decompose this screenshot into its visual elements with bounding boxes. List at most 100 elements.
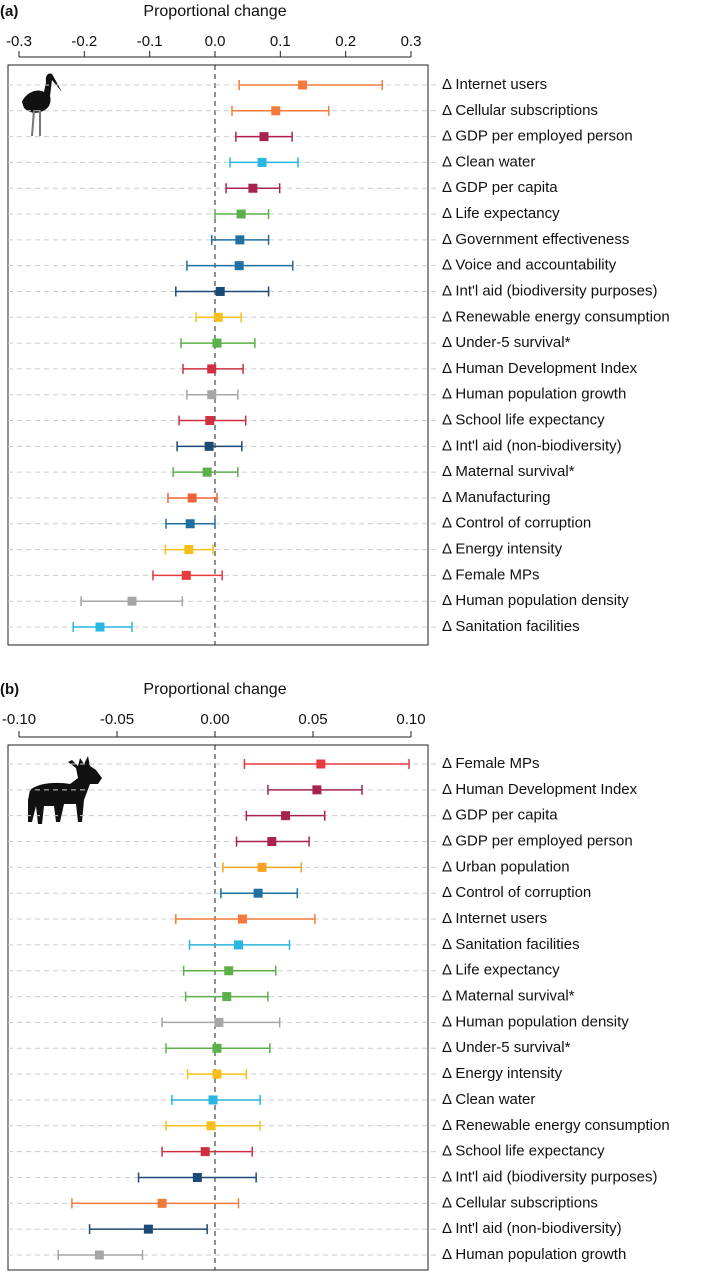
category-label: Δ Clean water	[442, 1091, 535, 1108]
estimate	[94, 1250, 104, 1260]
category-label: Δ Cellular subscriptions	[442, 102, 598, 119]
x-tick-label: -0.10	[2, 711, 36, 728]
estimate	[259, 132, 269, 142]
category-label: Δ Internet users	[442, 910, 547, 927]
category-label: Δ Internet users	[442, 76, 547, 93]
x-tick-label: 0.0	[205, 33, 226, 50]
x-tick-label: -0.05	[100, 711, 134, 728]
category-label: Δ Under-5 survival*	[442, 1039, 571, 1056]
estimate	[215, 286, 225, 296]
category-label: Δ School life expectancy	[442, 1143, 605, 1160]
category-label: Δ Female MPs	[442, 755, 540, 772]
category-label: Δ Sanitation facilities	[442, 618, 580, 635]
estimate	[185, 519, 195, 529]
category-label: Δ GDP per capita	[442, 807, 558, 824]
estimate	[206, 1121, 216, 1131]
estimate	[207, 390, 217, 400]
stork-icon	[22, 73, 62, 137]
category-label: Δ Human Development Index	[442, 781, 638, 798]
category-label: Δ Int'l aid (non-biodiversity)	[442, 437, 622, 454]
estimate	[237, 914, 247, 924]
estimate	[281, 811, 291, 821]
category-label: Δ Female MPs	[442, 566, 540, 583]
category-label: Δ Human population density	[442, 1013, 629, 1030]
x-axis-title: Proportional change	[143, 3, 286, 20]
estimate	[316, 759, 326, 769]
x-tick-label: 0.00	[200, 711, 229, 728]
estimate	[248, 183, 258, 193]
estimate	[236, 209, 246, 219]
category-label: Δ Energy intensity	[442, 541, 563, 558]
category-label: Δ GDP per capita	[442, 179, 558, 196]
estimate	[184, 545, 194, 555]
estimate	[202, 467, 212, 477]
category-label: Δ School life expectancy	[442, 411, 605, 428]
category-label: Δ Life expectancy	[442, 962, 560, 979]
estimate	[224, 966, 234, 976]
estimate	[267, 837, 277, 847]
estimate	[253, 888, 263, 898]
category-label: Δ Sanitation facilities	[442, 936, 580, 953]
x-tick-label: 0.3	[401, 33, 422, 50]
category-label: Δ Human population density	[442, 592, 629, 609]
x-tick-label: -0.1	[137, 33, 163, 50]
estimate	[205, 416, 215, 426]
estimate	[127, 596, 137, 606]
estimate	[257, 157, 267, 167]
estimate	[271, 106, 281, 116]
x-axis-title: Proportional change	[143, 681, 286, 698]
x-tick-label: 0.2	[335, 33, 356, 50]
estimate	[157, 1198, 167, 1208]
estimate	[257, 862, 267, 872]
category-label: Δ Control of corruption	[442, 884, 591, 901]
estimate	[143, 1224, 153, 1234]
category-label: Δ Urban population	[442, 858, 570, 875]
category-label: Δ GDP per employed person	[442, 128, 633, 145]
estimate	[207, 364, 217, 374]
category-label: Δ Clean water	[442, 153, 535, 170]
category-label: Δ Manufacturing	[442, 489, 550, 506]
estimate	[312, 785, 322, 795]
x-tick-label: 0.10	[396, 711, 425, 728]
estimate	[235, 235, 245, 245]
estimate	[200, 1147, 210, 1157]
category-label: Δ Human Development Index	[442, 360, 638, 377]
category-label: Δ Life expectancy	[442, 205, 560, 222]
category-label: Δ Int'l aid (biodiversity purposes)	[442, 282, 657, 299]
estimate	[234, 940, 244, 950]
estimate	[208, 1095, 218, 1105]
estimate	[214, 1017, 224, 1027]
category-label: Δ Voice and accountability	[442, 257, 617, 274]
category-label: Δ Maternal survival*	[442, 988, 575, 1005]
estimate	[298, 80, 308, 90]
estimate	[213, 312, 223, 322]
x-tick-label: 0.1	[270, 33, 291, 50]
category-label: Δ Int'l aid (biodiversity purposes)	[442, 1168, 657, 1185]
category-label: Δ Maternal survival*	[442, 463, 575, 480]
category-label: Δ Renewable energy consumption	[442, 308, 670, 325]
panel-label: (b)	[0, 681, 19, 698]
category-label: Δ Energy intensity	[442, 1065, 563, 1082]
category-label: Δ Human population growth	[442, 1246, 626, 1263]
category-label: Δ Control of corruption	[442, 515, 591, 532]
estimate	[95, 622, 105, 632]
estimate	[212, 1069, 222, 1079]
x-tick-label: -0.3	[6, 33, 32, 50]
category-label: Δ Cellular subscriptions	[442, 1194, 598, 1211]
category-label: Δ GDP per employed person	[442, 832, 633, 849]
x-tick-label: 0.05	[298, 711, 327, 728]
estimate	[234, 261, 244, 271]
category-label: Δ Human population growth	[442, 386, 626, 403]
category-label: Δ Int'l aid (non-biodiversity)	[442, 1220, 622, 1237]
category-label: Δ Under-5 survival*	[442, 334, 571, 351]
estimate	[192, 1172, 202, 1182]
estimate	[212, 1043, 222, 1053]
estimate	[181, 570, 191, 580]
plot-frame	[7, 744, 429, 1271]
estimate	[222, 992, 232, 1002]
estimate	[204, 441, 214, 451]
estimate	[212, 338, 222, 348]
category-label: Δ Renewable energy consumption	[442, 1117, 670, 1134]
panel-label: (a)	[0, 3, 18, 20]
